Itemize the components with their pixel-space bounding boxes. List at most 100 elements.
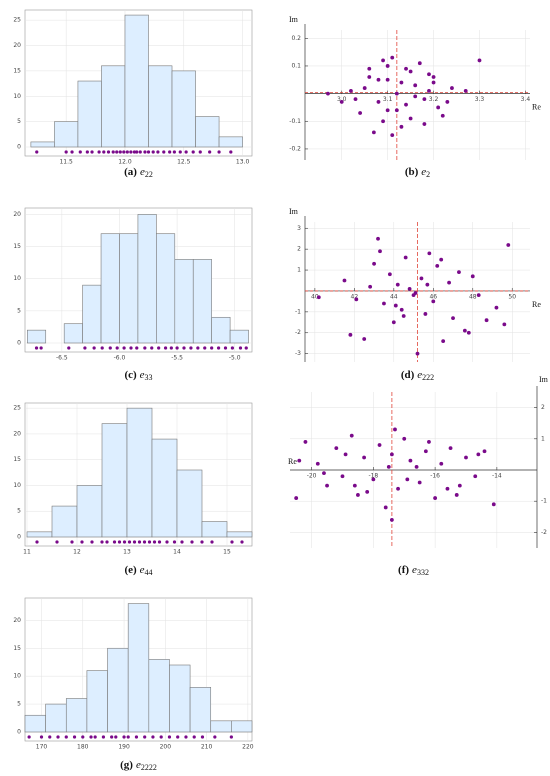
bar [82, 284, 102, 344]
x-tick-label: -5.5 [171, 355, 183, 362]
rug-point [122, 150, 126, 154]
rug-point [217, 150, 221, 154]
rug-point [146, 150, 151, 154]
point [407, 286, 412, 291]
rug-point [106, 150, 111, 154]
rug-point [172, 150, 176, 154]
caption-var: e [140, 166, 145, 178]
point [385, 108, 390, 113]
point [494, 305, 499, 310]
rug-point [163, 346, 168, 350]
y-tick-label: 15 [13, 645, 21, 652]
rug-point [67, 346, 71, 350]
x-tick-label: -14 [492, 473, 502, 480]
x-axis-label: Re [288, 457, 297, 466]
rug-point [165, 540, 169, 544]
caption: (d) e222 [401, 369, 434, 382]
point [439, 461, 444, 466]
y-tick-label: 20 [13, 42, 21, 49]
caption-var: e [136, 759, 141, 771]
rug-point [229, 735, 233, 739]
point [447, 280, 451, 285]
point [349, 433, 354, 438]
y-tick-label: 0 [17, 144, 21, 151]
y-tick-label: 0 [17, 534, 21, 541]
rug-point [216, 346, 221, 350]
bar [27, 329, 47, 344]
rug-point [127, 540, 132, 544]
rug-point [112, 540, 117, 544]
rug-point [110, 735, 114, 739]
y-tick-label: 5 [17, 701, 21, 708]
rug-point [159, 735, 163, 739]
y-tick-label: 0.2 [291, 35, 301, 42]
point [315, 461, 320, 466]
rug-point [229, 150, 233, 154]
bar [195, 116, 220, 148]
point [365, 489, 370, 494]
bar [231, 720, 253, 733]
point [378, 249, 382, 254]
rug-point [138, 150, 142, 154]
x-tick-label: -6.5 [56, 355, 68, 362]
point [390, 55, 395, 60]
bar [176, 469, 203, 538]
rug-point [35, 540, 39, 544]
point [473, 474, 478, 479]
point [423, 449, 428, 454]
rug-point [169, 346, 173, 350]
x-axis-label: Re [532, 300, 541, 309]
y-tick-label: 10 [13, 93, 21, 100]
x-tick-label: -6.0 [114, 355, 126, 362]
x-tick-label: 46 [429, 293, 437, 300]
caption-var: e [140, 369, 145, 381]
bar [63, 323, 83, 344]
point [362, 86, 367, 90]
point [414, 464, 419, 469]
x-tick-label: 210 [201, 744, 213, 751]
rug-point [100, 346, 104, 350]
y-tick-label: -0.1 [289, 118, 301, 125]
bar [30, 141, 55, 148]
bar [77, 80, 102, 148]
rug-point [115, 150, 119, 154]
rug-point [230, 540, 234, 544]
rug-point [191, 150, 195, 154]
bar [210, 720, 232, 733]
x-tick-label: 3.1 [383, 96, 393, 103]
rug-point [143, 346, 147, 350]
caption-var: e [412, 564, 417, 576]
point [316, 295, 321, 300]
point [413, 291, 418, 295]
caption: (f) e332 [398, 564, 429, 577]
rug-point [92, 346, 96, 350]
caption-label: (c) [124, 369, 137, 381]
point [391, 320, 396, 325]
rug-point [70, 150, 74, 154]
x-tick-label: 40 [311, 293, 319, 300]
rug-point [114, 735, 118, 739]
y-tick-label: 25 [13, 17, 21, 24]
rug-point [238, 346, 243, 350]
y-tick-label: 1 [541, 435, 545, 442]
point [334, 446, 339, 451]
point [376, 100, 381, 104]
y-tick-label: -2 [541, 529, 547, 536]
y-axis-label: Im [289, 207, 299, 216]
point [394, 91, 399, 96]
rug-point [230, 346, 235, 350]
rug-point [156, 150, 160, 154]
x-tick-label: 180 [77, 744, 89, 751]
point [399, 124, 404, 129]
rug-point [90, 540, 94, 544]
rug-point [210, 346, 214, 350]
rug-point [122, 346, 126, 350]
bar [211, 316, 231, 344]
rug-point [83, 346, 87, 350]
point [340, 474, 345, 479]
bar [107, 647, 129, 733]
point [401, 314, 406, 318]
bar [137, 214, 157, 344]
caption-label: (f) [398, 564, 409, 576]
rug-point [172, 540, 177, 544]
